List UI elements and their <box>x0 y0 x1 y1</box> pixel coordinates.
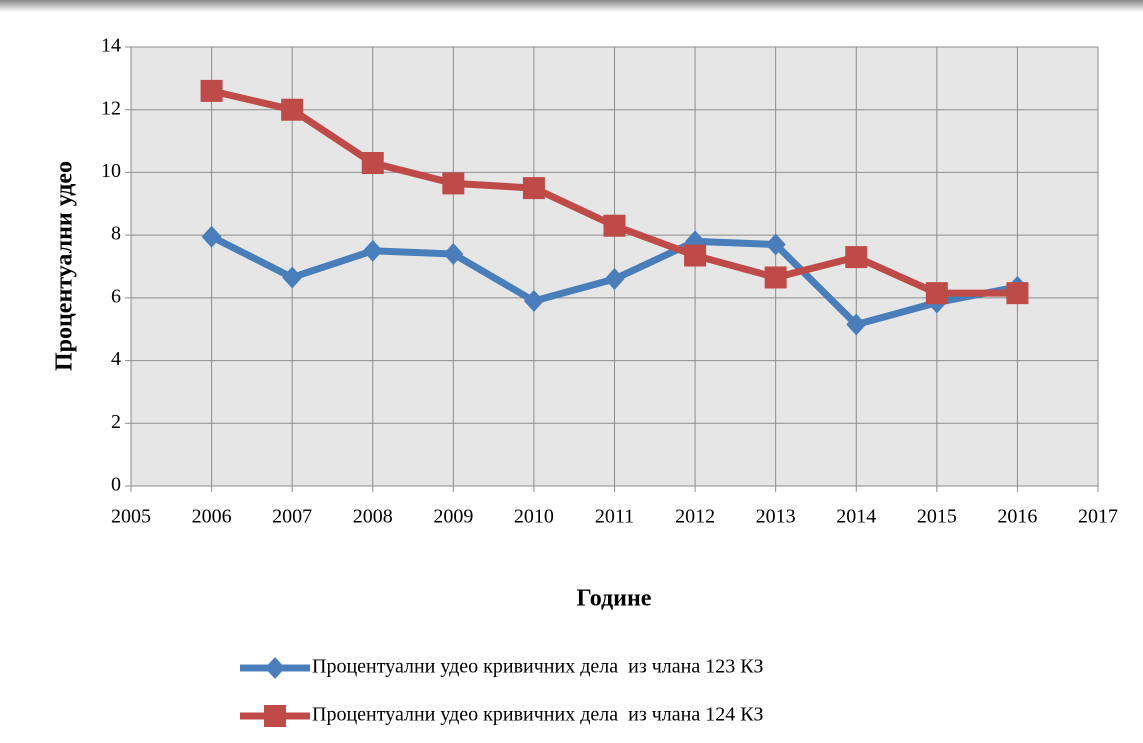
x-tick-label: 2009 <box>433 506 473 528</box>
data-point <box>764 266 787 289</box>
y-tick-label: 4 <box>111 348 121 370</box>
y-tick-label: 2 <box>111 411 121 433</box>
data-point <box>1006 282 1029 305</box>
y-tick-label: 12 <box>101 97 121 119</box>
data-point <box>846 313 867 336</box>
y-tick-label: 8 <box>111 223 121 245</box>
data-point <box>925 282 948 305</box>
x-tick-label: 2017 <box>1078 506 1118 528</box>
top-shadow <box>0 0 1143 12</box>
data-point <box>200 79 223 102</box>
y-axis-title: Процентуални удео <box>52 161 78 371</box>
x-tick-label: 2005 <box>111 506 151 528</box>
data-point <box>281 98 304 121</box>
data-point <box>522 177 545 200</box>
data-point <box>523 289 544 312</box>
y-tick-label: 0 <box>111 474 121 496</box>
x-tick-label: 2011 <box>595 506 634 528</box>
x-tick-label: 2014 <box>836 506 876 528</box>
data-point <box>604 268 625 291</box>
data-point <box>201 225 222 248</box>
y-tick-label: 14 <box>101 35 121 57</box>
x-axis-title: Године <box>577 586 652 612</box>
data-point <box>845 246 868 269</box>
y-tick-label: 10 <box>101 160 121 182</box>
x-tick-label: 2013 <box>756 506 796 528</box>
data-point <box>765 233 786 256</box>
x-tick-label: 2010 <box>514 506 554 528</box>
data-point <box>684 244 707 267</box>
x-tick-label: 2012 <box>675 506 715 528</box>
legend-label: Процентуални удео кривичних дела из члан… <box>312 656 764 678</box>
x-tick-label: 2015 <box>917 506 957 528</box>
data-point <box>442 172 465 195</box>
x-tick-label: 2007 <box>272 506 312 528</box>
data-point <box>362 239 383 262</box>
data-point <box>282 266 303 289</box>
y-tick-label: 6 <box>111 285 121 307</box>
legend-marker <box>265 657 285 679</box>
data-point <box>361 152 384 175</box>
x-tick-label: 2016 <box>997 506 1037 528</box>
data-point <box>443 242 464 265</box>
legend-marker <box>264 705 286 727</box>
x-tick-label: 2008 <box>353 506 393 528</box>
data-point <box>603 214 626 237</box>
x-tick-label: 2006 <box>192 506 232 528</box>
legend-label: Процентуални удео кривичних дела из члан… <box>312 704 764 726</box>
